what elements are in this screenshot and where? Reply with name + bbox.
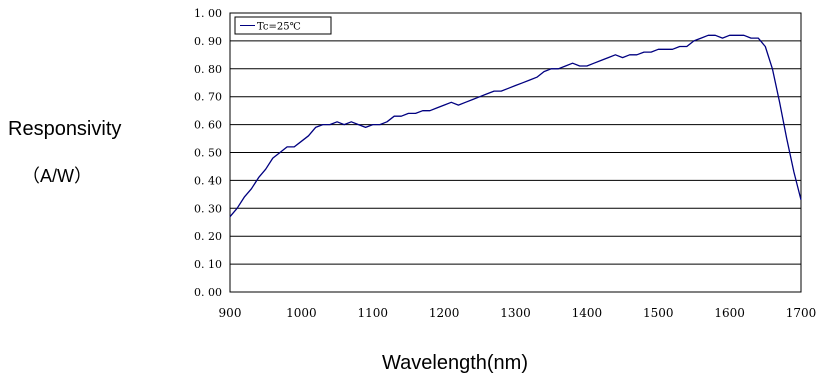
y-tick-label: 0. 90 — [194, 35, 222, 48]
plot-frame — [229, 12, 802, 293]
legend-label-tc25: Tc=25℃ — [257, 22, 301, 33]
x-tick-label: 1000 — [286, 306, 317, 320]
series-group — [229, 34, 802, 218]
x-tick-label: 1600 — [714, 306, 745, 320]
y-tick-label: 0. 40 — [194, 174, 222, 187]
y-tick-label: 0. 30 — [194, 202, 222, 215]
grid-lines — [230, 40, 801, 265]
y-tick-label: 0. 20 — [194, 230, 222, 243]
y-tick-label: 0. 50 — [194, 147, 222, 160]
y-tick-label: 0. 80 — [194, 63, 222, 76]
x-tick-label: 900 — [219, 306, 242, 320]
series-line — [229, 34, 802, 218]
legend: Tc=25℃ — [234, 16, 332, 35]
x-tick-labels: 900 1000 1100 1200 1300 1400 1500 1600 1700 — [219, 306, 816, 320]
x-tick-label: 1100 — [357, 306, 388, 320]
legend-box — [234, 16, 332, 35]
x-axis-label: Wavelength(nm) — [382, 352, 528, 374]
x-tick-label: 1500 — [643, 306, 674, 320]
x-tick-label: 1700 — [786, 306, 816, 320]
y-tick-label: 0. 10 — [194, 258, 222, 271]
y-tick-labels: 0. 00 0. 10 0. 20 0. 30 0. 40 0. 50 0. 60 0. 70… — [194, 7, 222, 299]
y-tick-label: 1. 00 — [194, 7, 222, 20]
x-tick-label: 1200 — [429, 306, 460, 320]
y-axis-unit-label: （A/W） — [22, 166, 92, 186]
y-axis-label: Responsivity — [8, 118, 122, 140]
y-tick-label: 0. 00 — [194, 286, 222, 299]
y-tick-label: 0. 60 — [194, 119, 222, 132]
x-tick-label: 1400 — [572, 306, 603, 320]
x-tick-label: 1300 — [500, 306, 531, 320]
y-tick-label: 0. 70 — [194, 91, 222, 104]
